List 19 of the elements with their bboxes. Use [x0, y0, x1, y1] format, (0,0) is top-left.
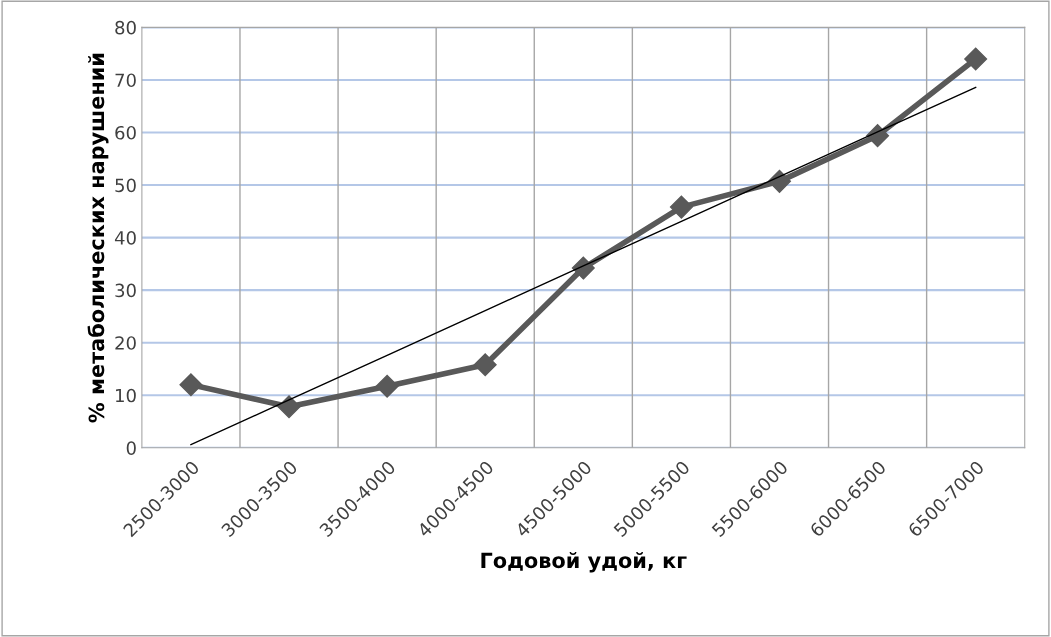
- y-tick-label: 40: [114, 231, 136, 245]
- y-tick-label: 80: [115, 20, 136, 35]
- point: [669, 195, 693, 219]
- point: [375, 374, 399, 398]
- point: [571, 256, 595, 280]
- y-tick-label: 30: [115, 283, 136, 298]
- point: [964, 47, 988, 71]
- line-series: [190, 86, 977, 446]
- point: [473, 353, 497, 377]
- y-tick-label: 70: [115, 73, 136, 88]
- point: [866, 124, 890, 148]
- y-tick-label: 60: [115, 125, 136, 140]
- y-tick-label: 50: [115, 178, 136, 193]
- y-tick-label: 0: [126, 441, 136, 455]
- y-axis-title: % метаболических нарушений: [87, 53, 109, 423]
- point: [179, 373, 203, 397]
- y-tick-label: 10: [116, 388, 136, 403]
- y-tick-label: 20: [115, 336, 136, 350]
- x-axis-title: Годовой удой, кг: [481, 551, 687, 573]
